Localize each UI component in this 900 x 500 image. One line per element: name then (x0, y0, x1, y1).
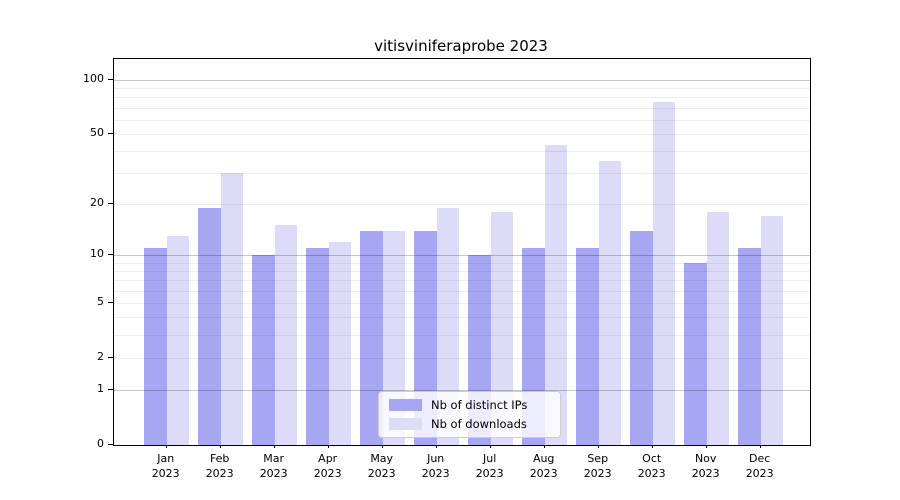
gridline-2 (114, 357, 810, 359)
gridline-6 (114, 290, 810, 292)
ytick-mark-50 (108, 132, 113, 134)
xtick-mark-jan (165, 444, 167, 448)
ytick-mark-100 (108, 78, 113, 80)
xtick-mark-aug (543, 444, 545, 448)
bar-ips-mar (252, 255, 275, 445)
xtick-mark-apr (327, 444, 329, 448)
legend-item-downloads: Nb of downloads (379, 417, 560, 432)
gridline-100 (114, 79, 810, 81)
xtick-label-dec: Dec 2023 (745, 452, 774, 480)
ytick-label-0: 0 (97, 436, 104, 450)
gridline-40 (114, 151, 810, 152)
legend-label-distinct-ips: Nb of distinct IPs (431, 398, 528, 412)
xtick-mark-feb (219, 444, 221, 448)
bar-downloads-apr (328, 241, 352, 445)
ytick-mark-20 (108, 202, 113, 205)
bar-downloads-jun (436, 207, 460, 445)
xtick-label-mar: Mar 2023 (259, 452, 288, 480)
bar-ips-apr (306, 248, 329, 445)
gridline-9 (114, 262, 810, 264)
bar-downloads-jan (166, 235, 190, 445)
xtick-label-may: May 2023 (367, 452, 396, 480)
ytick-mark-0 (108, 443, 113, 445)
xtick-label-feb: Feb 2023 (205, 452, 234, 480)
xtick-mark-mar (273, 444, 275, 448)
legend-swatch-distinct-ips (389, 399, 422, 411)
gridline-30 (114, 173, 810, 175)
xtick-label-jul: Jul 2023 (475, 452, 504, 480)
bar-downloads-aug (544, 145, 568, 445)
xtick-mark-jul (489, 444, 491, 448)
xtick-label-apr: Apr 2023 (313, 452, 342, 480)
xtick-label-sep: Sep 2023 (583, 452, 612, 480)
plot-area: Nb of distinct IPs Nb of downloads (113, 58, 811, 446)
bar-ips-dec (738, 248, 761, 445)
bar-ips-feb (198, 207, 221, 445)
gridline-7 (114, 280, 810, 282)
gridline-5 (114, 302, 810, 304)
bar-downloads-dec (760, 216, 784, 445)
bar-downloads-mar (274, 225, 298, 445)
ytick-mark-5 (108, 301, 113, 304)
ytick-mark-2 (108, 356, 113, 358)
gridline-8 (114, 270, 810, 272)
gridline-10 (114, 255, 810, 256)
gridline-3 (114, 334, 810, 336)
xtick-label-nov: Nov 2023 (691, 452, 720, 480)
gridline-90 (114, 88, 810, 89)
bar-downloads-oct (652, 102, 676, 445)
xtick-mark-nov (705, 444, 707, 448)
ytick-label-10: 10 (90, 247, 104, 260)
gridline-50 (114, 133, 810, 135)
legend-item-distinct-ips: Nb of distinct IPs (379, 398, 560, 413)
gridline-60 (114, 119, 810, 121)
gridline-20 (114, 203, 810, 205)
bar-downloads-sep (598, 161, 622, 445)
xtick-label-oct: Oct 2023 (637, 452, 666, 480)
ytick-label-5: 5 (97, 294, 104, 308)
xtick-mark-oct (651, 444, 653, 448)
xtick-mark-sep (597, 444, 599, 448)
ytick-label-2: 2 (97, 349, 104, 363)
bar-ips-may (360, 230, 383, 445)
bar-downloads-feb (220, 173, 244, 445)
xtick-mark-jun (435, 444, 437, 448)
gridline-1 (114, 389, 810, 391)
bar-downloads-jul (490, 211, 514, 445)
gridline-4 (114, 317, 810, 319)
bar-ips-nov (684, 262, 707, 445)
ytick-label-100: 100 (83, 71, 104, 85)
bar-ips-sep (576, 248, 599, 445)
xtick-mark-may (381, 444, 383, 448)
xtick-label-aug: Aug 2023 (529, 452, 558, 480)
legend-swatch-downloads (389, 418, 422, 430)
bar-downloads-nov (706, 211, 730, 445)
gridline-70 (114, 107, 810, 109)
legend-label-downloads: Nb of downloads (431, 417, 527, 431)
chart-title: vitisviniferaprobe 2023 (374, 37, 548, 55)
ytick-label-50: 50 (90, 125, 104, 139)
legend: Nb of distinct IPs Nb of downloads (378, 391, 561, 438)
bar-ips-oct (630, 230, 653, 445)
ytick-mark-1 (108, 388, 113, 390)
ytick-label-1: 1 (97, 381, 104, 395)
gridline-80 (114, 97, 810, 99)
ytick-mark-10 (108, 254, 113, 256)
xtick-label-jan: Jan 2023 (151, 452, 180, 480)
xtick-mark-dec (759, 444, 761, 448)
bar-ips-jan (144, 248, 167, 445)
ytick-label-20: 20 (90, 195, 104, 209)
xtick-label-jun: Jun 2023 (421, 452, 450, 480)
